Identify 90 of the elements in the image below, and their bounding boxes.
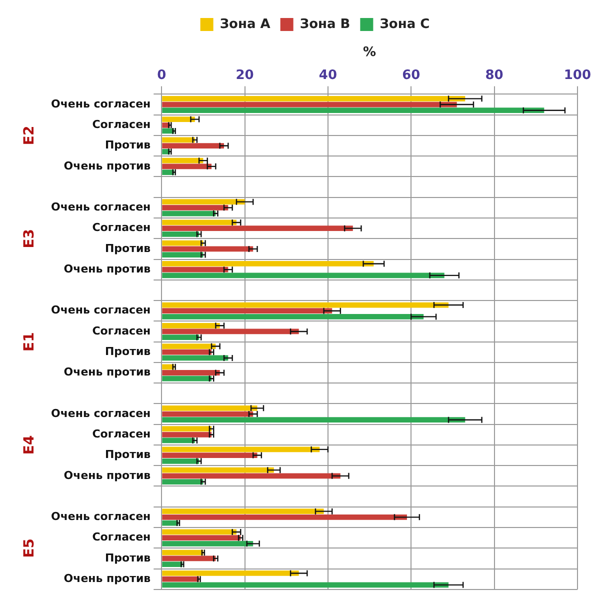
bar <box>162 220 236 226</box>
bar <box>162 102 457 108</box>
y-tick-label: Согласен <box>92 428 151 441</box>
bar <box>162 467 274 473</box>
bar <box>162 550 204 556</box>
y-tick-label: Против <box>104 242 151 255</box>
bar <box>162 355 228 361</box>
bar <box>162 210 216 216</box>
bar <box>162 370 220 376</box>
legend-label: Зона B <box>300 16 350 32</box>
bar <box>162 164 212 170</box>
x-tick-label: 0 <box>157 68 166 83</box>
bar <box>162 570 299 576</box>
y-tick-label: Очень против <box>64 159 151 172</box>
x-tick-label: 100 <box>564 68 591 83</box>
y-tick-label: Согласен <box>92 221 151 234</box>
bar <box>162 446 320 452</box>
bar <box>162 328 299 334</box>
bar <box>162 314 424 320</box>
bar <box>162 226 353 232</box>
bar <box>162 411 254 417</box>
bar <box>162 535 241 541</box>
bar <box>162 432 212 438</box>
bar <box>162 562 182 567</box>
bar <box>162 479 204 484</box>
legend-label: Зона C <box>380 16 430 32</box>
text: E3 <box>22 228 38 248</box>
bar <box>162 322 220 328</box>
y-tick-label: Против <box>104 448 151 462</box>
text: E5 <box>22 538 38 558</box>
bar <box>162 426 212 432</box>
bar <box>162 137 195 143</box>
bar <box>162 116 195 122</box>
x-tick-label: 80 <box>485 68 504 83</box>
y-tick-label: Согласен <box>92 530 151 544</box>
bar <box>162 405 258 411</box>
y-tick-label: Очень против <box>64 572 151 585</box>
bar <box>162 458 200 464</box>
y-tick-label: Согласен <box>92 324 151 338</box>
bar <box>162 204 228 210</box>
bar <box>162 261 374 266</box>
bar <box>162 96 466 102</box>
y-tick-label: Очень против <box>64 468 151 482</box>
y-tick-label: Против <box>104 551 151 564</box>
bar <box>162 252 204 258</box>
bar <box>162 240 204 246</box>
x-tick-label: 40 <box>318 68 337 83</box>
y-tick-label: Очень согласен <box>50 200 151 214</box>
bar <box>162 473 340 479</box>
text: E2 <box>22 126 38 146</box>
y-tick-label: Против <box>104 138 151 152</box>
bar <box>162 417 466 423</box>
y-tick-label: Очень согласен <box>50 97 151 110</box>
bar <box>162 246 254 252</box>
bar <box>162 272 444 278</box>
x-axis-title: % <box>363 45 376 60</box>
bar <box>162 266 228 272</box>
bar <box>162 540 254 546</box>
bar <box>162 364 174 370</box>
bar <box>162 158 204 164</box>
text: E4 <box>22 435 38 455</box>
bar <box>162 231 200 237</box>
bar <box>162 170 174 175</box>
y-tick-label: Согласен <box>92 118 151 132</box>
y-tick-label: Очень против <box>64 366 151 379</box>
text: E1 <box>22 332 38 352</box>
y-tick-label: Против <box>104 344 151 358</box>
bar <box>162 514 407 520</box>
x-tick-label: 60 <box>402 68 420 83</box>
bar <box>162 199 245 205</box>
bar <box>162 344 216 349</box>
y-tick-label: Очень согласен <box>50 304 151 317</box>
bar <box>162 508 324 514</box>
bar <box>162 308 332 314</box>
bar <box>162 349 212 355</box>
bar <box>162 334 200 340</box>
x-tick-label: 20 <box>236 68 254 83</box>
bar <box>162 302 449 308</box>
bar <box>162 452 258 458</box>
y-tick-label: Очень против <box>64 262 151 276</box>
bar <box>162 376 212 382</box>
bar <box>162 582 449 588</box>
bar <box>162 529 236 535</box>
bar <box>162 143 224 148</box>
y-tick-label: Очень согласен <box>50 406 151 420</box>
bar <box>162 556 216 562</box>
legend-label: Зона A <box>220 16 270 32</box>
bar <box>162 576 200 582</box>
y-tick-label: Очень согласен <box>50 510 151 524</box>
bar <box>162 108 544 114</box>
